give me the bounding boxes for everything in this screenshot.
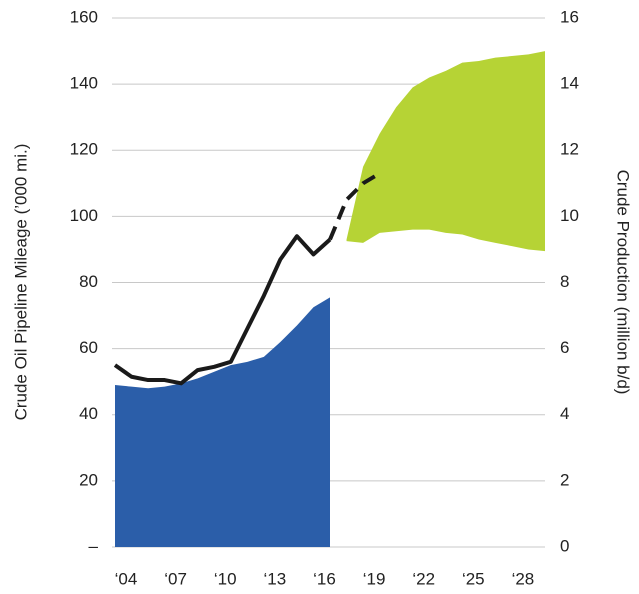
y-tick-label: 80 xyxy=(79,272,98,291)
y-tick-label: 160 xyxy=(70,7,98,26)
y-tick-label: 60 xyxy=(79,338,98,357)
y-tick-label: 140 xyxy=(70,74,98,93)
x-tick-label: ‘07 xyxy=(164,569,187,588)
y-axis-label: Crude Oil Pipeline Mileage (’000 mi.) xyxy=(11,144,30,421)
y2-tick-label: 6 xyxy=(560,338,569,357)
area xyxy=(115,297,330,547)
y-tick-label: 120 xyxy=(70,140,98,159)
y2-tick-label: 4 xyxy=(560,404,569,423)
x-tick-label: ‘22 xyxy=(412,569,435,588)
x-tick-label: ‘25 xyxy=(462,569,485,588)
y2-tick-label: 8 xyxy=(560,272,569,291)
y2-tick-label: 14 xyxy=(560,74,579,93)
y-tick-label: 20 xyxy=(79,470,98,489)
y-tick-label: 40 xyxy=(79,404,98,423)
line xyxy=(113,234,332,386)
line-dashed xyxy=(328,171,381,241)
x-tick-label: ‘19 xyxy=(363,569,386,588)
y2-tick-label: 12 xyxy=(560,140,579,159)
y-tick-label: 100 xyxy=(70,206,98,225)
x-tick-label: ‘10 xyxy=(214,569,237,588)
x-tick-label: ‘13 xyxy=(264,569,287,588)
y2-tick-label: 0 xyxy=(560,536,569,555)
y2-tick-label: 10 xyxy=(560,206,579,225)
x-tick-label: ‘04 xyxy=(115,569,138,588)
y2-axis-label: Crude Production (million b/d) xyxy=(614,170,633,395)
x-tick-label: ‘28 xyxy=(512,569,535,588)
y-tick-label: – xyxy=(89,536,99,555)
y2-tick-label: 16 xyxy=(560,7,579,26)
y2-tick-label: 2 xyxy=(560,470,569,489)
x-tick-label: ‘16 xyxy=(313,569,336,588)
forecast-band xyxy=(346,51,545,252)
